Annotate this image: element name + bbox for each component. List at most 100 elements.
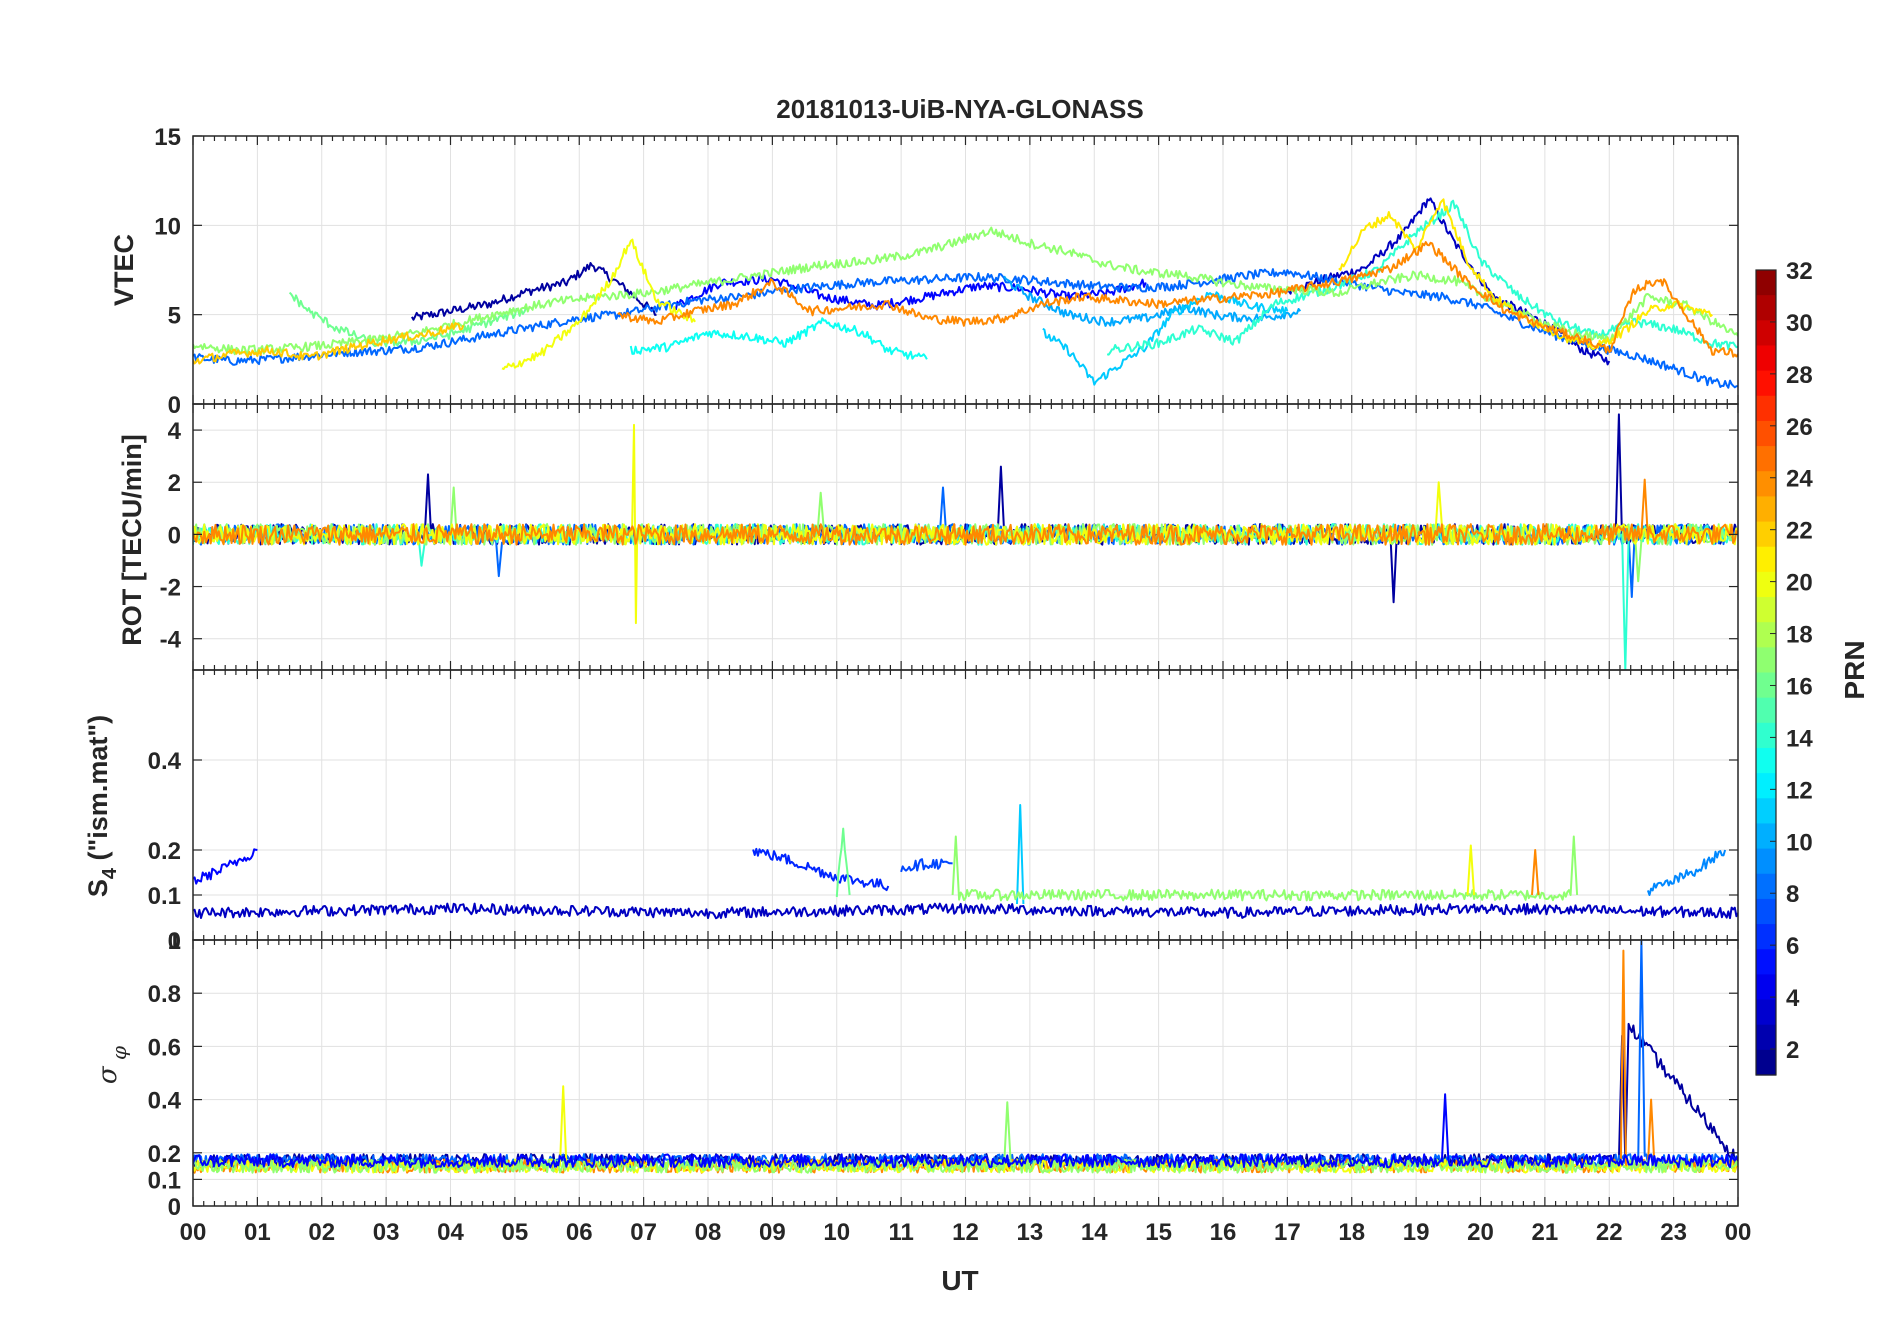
colorbar-tick-label: 10	[1786, 829, 1813, 856]
x-tick-label: 11	[888, 1219, 913, 1246]
colorbar-band	[1756, 672, 1776, 699]
colorbar-band	[1756, 747, 1776, 774]
colorbar-band	[1756, 270, 1776, 296]
y-tick-label: 0.1	[148, 1167, 181, 1194]
y-tick-label: 0	[168, 1194, 181, 1221]
series-line-prn-20	[1466, 844, 1476, 896]
colorbar-band	[1756, 471, 1776, 498]
sigma-symbol: σ	[93, 1065, 123, 1084]
colorbar-tick-label: 32	[1786, 258, 1813, 285]
colorbar-band	[1756, 571, 1776, 598]
sigma-phi-ylabel: σ φ	[93, 1046, 131, 1084]
series-line-prn-14	[1106, 199, 1738, 356]
colorbar-band	[1756, 622, 1776, 648]
colorbar-band	[1756, 848, 1776, 875]
s4-ylabel-rest: ("ism.mat")	[83, 715, 113, 868]
x-tick-label: 18	[1338, 1219, 1365, 1246]
x-tick-label: 16	[1210, 1219, 1237, 1246]
x-tick-label: 20	[1467, 1219, 1494, 1246]
x-tick-label: 04	[437, 1219, 464, 1246]
x-tick-label: 02	[308, 1219, 335, 1246]
colorbar-tick-label: 18	[1786, 622, 1813, 649]
x-tick-label: 03	[373, 1219, 400, 1246]
colorbar-tick-label: 6	[1786, 933, 1799, 960]
series-line-prn-3	[193, 902, 1738, 920]
series-line-prn-7	[900, 858, 953, 873]
series-line-prn-24	[193, 478, 1738, 546]
x-tick-label: 10	[823, 1219, 850, 1246]
colorbar-tick-label: 20	[1786, 570, 1813, 597]
rot-ylabel: ROT [TECU/min]	[117, 434, 147, 645]
colorbar-tick-label: 28	[1786, 362, 1813, 389]
vtec-ylabel: VTEC	[109, 234, 139, 306]
x-tick-label: 17	[1274, 1219, 1301, 1246]
series-line-prn-22	[193, 322, 465, 365]
series-line-prn-20	[501, 238, 696, 370]
colorbar-band	[1756, 873, 1776, 900]
s4-ylabel: S4 ("ism.mat")	[83, 715, 121, 897]
y-tick-label: 2	[168, 470, 181, 497]
colorbar-band	[1756, 295, 1776, 321]
y-tick-label: 0	[168, 928, 181, 955]
colorbar-band	[1756, 722, 1776, 749]
colorbar-band	[1756, 546, 1776, 573]
colorbar-band	[1756, 924, 1776, 950]
s4-ylabel-sub: 4	[99, 867, 121, 879]
colorbar-band	[1756, 420, 1776, 447]
colorbar-band	[1756, 823, 1776, 850]
plot-area	[193, 197, 1738, 389]
y-tick-label: 10	[154, 213, 181, 240]
colorbar-tick-label: 8	[1786, 881, 1799, 908]
y-tick-label: 0.2	[148, 838, 181, 865]
y-tick-label: 0.2	[148, 1141, 181, 1168]
colorbar-band	[1756, 320, 1776, 347]
phi-subscript: φ	[107, 1046, 131, 1066]
y-tick-label: 0.4	[148, 748, 182, 775]
series-line-prn-17	[951, 835, 1579, 902]
colorbar-frame	[1755, 269, 1777, 1076]
colorbar-tick-label: 14	[1786, 725, 1813, 752]
x-tick-label: 00	[180, 1219, 207, 1246]
x-tick-label: 12	[952, 1219, 979, 1246]
colorbar-band	[1756, 974, 1776, 1001]
series-line-prn-24	[617, 241, 1738, 358]
series-line-prn-11	[1016, 804, 1025, 905]
x-tick-label: 00	[1725, 1219, 1752, 1246]
s4-ylabel-main: S	[83, 879, 113, 897]
series-line-prn-24	[1531, 849, 1540, 896]
colorbar-band	[1756, 446, 1776, 472]
series-line-prn-9	[1646, 849, 1727, 896]
series-line-prn-5	[193, 848, 258, 885]
series-line-prn-16	[835, 827, 851, 898]
y-tick-label: 15	[154, 124, 181, 151]
colorbar-band	[1756, 999, 1776, 1026]
colorbar-tick-label: 2	[1786, 1037, 1799, 1064]
colorbar-band	[1756, 773, 1776, 799]
y-tick-label: -2	[160, 575, 181, 602]
y-tick-label: 4	[168, 418, 182, 445]
series-line-prn-5	[193, 1093, 1738, 1169]
colorbar-band	[1756, 898, 1776, 925]
x-tick-label: 05	[502, 1219, 529, 1246]
x-tick-label: 15	[1145, 1219, 1172, 1246]
colorbar-band	[1756, 496, 1776, 523]
x-tick-label: 06	[566, 1219, 593, 1246]
y-tick-label: 1	[168, 928, 181, 955]
colorbar-tick-label: 4	[1786, 985, 1800, 1012]
colorbar-band	[1756, 395, 1776, 422]
x-tick-label: 22	[1596, 1219, 1623, 1246]
y-tick-label: 0	[168, 522, 181, 549]
series-line-prn-6	[752, 847, 890, 892]
x-tick-label: 23	[1660, 1219, 1687, 1246]
colorbar-tick-label: 26	[1786, 414, 1813, 441]
x-tick-label: 09	[759, 1219, 786, 1246]
x-tick-label: 13	[1017, 1219, 1044, 1246]
series-line-prn-11	[1042, 291, 1289, 386]
colorbar-tick-label: 12	[1786, 777, 1813, 804]
colorbar-band	[1756, 647, 1776, 674]
series-line-prn-13	[629, 317, 928, 360]
colorbar-label: PRN	[1839, 640, 1870, 699]
